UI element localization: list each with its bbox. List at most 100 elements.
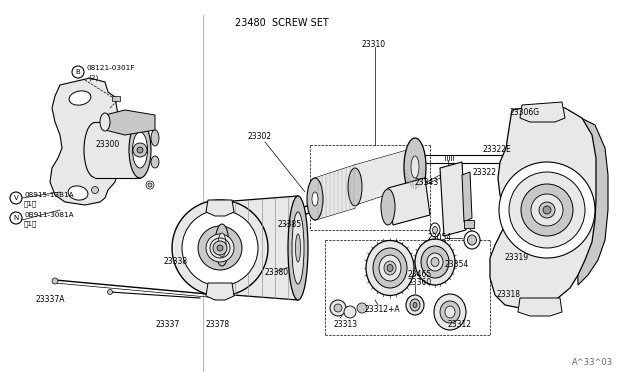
Ellipse shape [379,255,401,281]
Text: 23054: 23054 [428,233,452,242]
Ellipse shape [381,189,395,225]
Text: 23318: 23318 [497,290,521,299]
Ellipse shape [366,241,414,295]
Ellipse shape [427,253,443,271]
Polygon shape [520,102,565,122]
Text: 23385: 23385 [278,220,302,229]
Text: 23300: 23300 [95,140,119,149]
Ellipse shape [433,227,438,234]
Ellipse shape [69,91,91,105]
Text: V: V [13,195,19,201]
Text: 23310: 23310 [362,40,386,49]
Ellipse shape [410,299,420,311]
Polygon shape [518,298,562,316]
Text: 0B911-3081A: 0B911-3081A [24,212,74,218]
Text: A^33^03: A^33^03 [572,358,613,367]
Ellipse shape [464,231,480,249]
Circle shape [357,303,367,313]
Ellipse shape [100,113,110,131]
Text: 08915-13B1A: 08915-13B1A [24,192,74,198]
Polygon shape [440,162,466,236]
Ellipse shape [430,223,440,237]
Text: 23312+A: 23312+A [365,305,401,314]
Ellipse shape [307,178,323,220]
Circle shape [72,66,84,78]
Ellipse shape [467,235,477,245]
Ellipse shape [413,302,417,308]
Bar [464,220,474,228]
Text: 23380: 23380 [265,268,289,277]
Circle shape [217,245,223,251]
Text: 23322E: 23322E [483,145,512,154]
Circle shape [531,194,563,226]
Circle shape [172,200,268,296]
Circle shape [330,300,346,316]
Ellipse shape [440,301,460,323]
Circle shape [148,183,152,187]
Ellipse shape [292,212,304,284]
Polygon shape [105,110,155,135]
Text: （1）: （1） [24,201,37,207]
Ellipse shape [296,234,301,262]
Ellipse shape [132,132,147,168]
Polygon shape [206,283,234,300]
Text: (2): (2) [88,75,99,81]
Circle shape [334,304,342,312]
Ellipse shape [421,246,449,278]
Polygon shape [575,115,608,285]
Ellipse shape [404,138,426,196]
Ellipse shape [215,224,229,266]
Polygon shape [220,196,298,300]
Circle shape [10,212,22,224]
Ellipse shape [384,261,396,275]
Text: 23306G: 23306G [510,108,540,117]
Ellipse shape [348,168,362,206]
Polygon shape [388,178,430,225]
Ellipse shape [387,264,393,272]
Circle shape [499,162,595,258]
Ellipse shape [431,257,439,266]
Polygon shape [206,200,234,216]
Ellipse shape [129,122,151,178]
Text: 23319: 23319 [505,253,529,262]
Text: 23302: 23302 [248,132,272,141]
Circle shape [539,202,555,218]
Ellipse shape [312,192,318,206]
Circle shape [92,186,99,193]
Text: 08121-0301F: 08121-0301F [86,65,134,71]
Text: （1）: （1） [24,221,37,227]
Text: 23322: 23322 [473,168,497,177]
Text: 23354: 23354 [445,260,469,269]
Circle shape [10,192,22,204]
Circle shape [206,234,234,262]
Polygon shape [50,78,118,205]
Text: 23378: 23378 [205,320,229,329]
Text: 23480  SCREW SET: 23480 SCREW SET [235,18,329,28]
Ellipse shape [411,156,419,178]
Text: 23337A: 23337A [35,295,65,304]
Circle shape [198,226,242,270]
Circle shape [137,147,143,153]
Circle shape [509,172,585,248]
Text: 23465: 23465 [408,270,432,279]
Circle shape [521,184,573,236]
Circle shape [213,241,227,255]
Ellipse shape [84,122,106,177]
Ellipse shape [151,156,159,168]
Ellipse shape [151,130,159,146]
Text: 23312: 23312 [448,320,472,329]
Ellipse shape [288,196,308,300]
Text: 23337: 23337 [155,320,179,329]
Circle shape [344,306,356,318]
Circle shape [182,210,258,286]
Polygon shape [355,148,415,205]
Text: 23343: 23343 [415,178,439,187]
Ellipse shape [445,306,455,318]
Bar [112,96,120,101]
Circle shape [543,206,551,214]
Text: 23313: 23313 [334,320,358,329]
Polygon shape [490,105,596,308]
Ellipse shape [373,248,407,288]
Ellipse shape [406,295,424,315]
Ellipse shape [68,186,88,200]
